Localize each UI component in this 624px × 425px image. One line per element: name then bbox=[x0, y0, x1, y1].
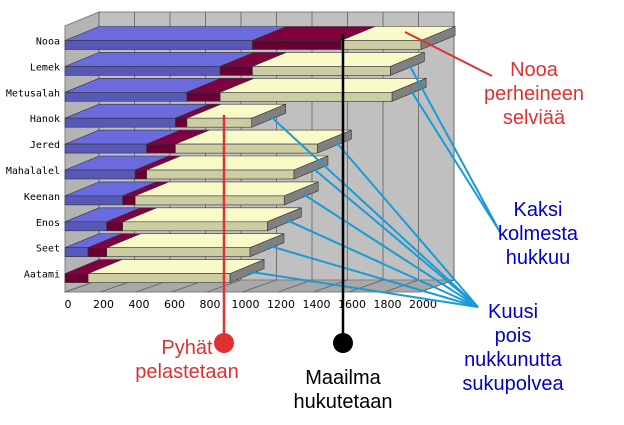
bar-front bbox=[219, 66, 253, 76]
bar-front bbox=[340, 40, 422, 50]
y-tick-label: Enos bbox=[36, 218, 60, 229]
bar-front bbox=[87, 273, 231, 283]
bar-end bbox=[267, 207, 302, 232]
x-tick-label: 800 bbox=[200, 298, 221, 311]
bar-front bbox=[87, 247, 108, 257]
y-tick-label: Aatami bbox=[24, 270, 60, 281]
annotation-pyhat: Pyhät pelastetaan bbox=[135, 337, 239, 383]
bar-front bbox=[175, 143, 318, 154]
kuusi-pointer-line bbox=[285, 218, 479, 308]
bar-front bbox=[106, 247, 251, 257]
bar-front bbox=[146, 169, 295, 180]
x-tick-label: 600 bbox=[164, 298, 185, 311]
bar-front bbox=[64, 169, 136, 180]
bar-segment bbox=[106, 233, 285, 257]
kuusi-pointer-line bbox=[269, 115, 479, 308]
bar-front bbox=[252, 66, 391, 76]
bar-end bbox=[251, 103, 287, 128]
x-tick-label: 1000 bbox=[232, 298, 260, 311]
bar-segment bbox=[87, 259, 265, 283]
pyhat-pointer-dot bbox=[214, 333, 234, 353]
annotation-maailma: Maailma hukutetaan bbox=[293, 367, 393, 413]
bar-front bbox=[175, 117, 188, 128]
x-tick-label: 0 bbox=[65, 298, 72, 311]
y-tick-label: Nooa bbox=[36, 37, 60, 48]
bar-front bbox=[186, 117, 253, 128]
annotation-kaksi: Kaksi kolmesta hukkuu bbox=[497, 199, 579, 269]
bar-front bbox=[64, 66, 221, 76]
x-tick-label: 1600 bbox=[338, 298, 366, 311]
y-tick-label: Hanok bbox=[30, 114, 60, 125]
bar-front bbox=[64, 195, 123, 206]
bar-front bbox=[252, 40, 342, 50]
bar-end bbox=[391, 77, 427, 102]
kuusi-pointer-line bbox=[268, 244, 479, 308]
bar-top bbox=[64, 26, 287, 41]
y-tick-label: Seet bbox=[36, 244, 60, 255]
kaksi-pointer-line bbox=[409, 89, 501, 233]
bar-segment bbox=[64, 52, 255, 76]
annotation-kuusi: Kuusi pois nukkunutta sukupolvea bbox=[462, 301, 564, 395]
bar-front bbox=[64, 143, 147, 154]
grid-line bbox=[348, 279, 384, 293]
y-tick-label: Lemek bbox=[30, 62, 60, 73]
kaksi-pointer-line bbox=[408, 63, 501, 233]
y-tick-label: Jered bbox=[30, 140, 60, 151]
bar-front bbox=[186, 92, 221, 102]
grid-line bbox=[277, 279, 313, 293]
bar-segment bbox=[64, 78, 222, 102]
bar-front bbox=[134, 169, 147, 180]
bar-front bbox=[122, 221, 268, 232]
x-tick-label: 200 bbox=[93, 298, 114, 311]
x-tick-label: 400 bbox=[129, 298, 150, 311]
bar-front bbox=[64, 117, 176, 128]
bar-front bbox=[146, 143, 176, 154]
x-tick-label: 1400 bbox=[303, 298, 331, 311]
grid-line bbox=[242, 279, 277, 293]
bar-front bbox=[106, 221, 123, 232]
y-tick-labels: Nooa Lemek Metusalah Hanok Jered Mahalalel Kee… bbox=[6, 37, 60, 281]
annotation-nooa: Nooa perheineen selviää bbox=[483, 59, 585, 129]
bar-front bbox=[64, 273, 89, 283]
x-tick-label: 1800 bbox=[374, 298, 402, 311]
maailma-pointer-dot bbox=[333, 333, 353, 353]
x-tick-labels: 0 200 400 600 800 1000 1200 1400 1600 1800 2000 bbox=[65, 298, 438, 311]
bar-front bbox=[122, 195, 136, 206]
bar-end bbox=[229, 259, 265, 284]
x-tick-label: 1200 bbox=[267, 298, 295, 311]
bar-segment bbox=[219, 78, 427, 102]
bar-top bbox=[220, 78, 427, 93]
bar-end bbox=[249, 233, 285, 258]
bar-end bbox=[390, 51, 425, 76]
bar-front bbox=[64, 40, 253, 50]
kuusi-pointer-line bbox=[312, 167, 479, 308]
chart-bars bbox=[64, 26, 456, 284]
grid-line bbox=[384, 279, 419, 293]
bar-front bbox=[134, 195, 285, 206]
bar-front bbox=[64, 92, 188, 102]
annotation-pointers bbox=[214, 31, 501, 353]
kuusi-pointer-line bbox=[335, 141, 479, 308]
y-tick-label: Keenan bbox=[24, 192, 60, 203]
x-tick-label: 2000 bbox=[409, 298, 437, 311]
kuusi-pointer-line bbox=[248, 270, 479, 308]
y-tick-label: Metusalah bbox=[6, 88, 60, 99]
bar-front bbox=[64, 221, 108, 232]
nooa-pointer-line bbox=[404, 31, 493, 77]
bar-front bbox=[64, 247, 89, 257]
kuusi-pointer-line bbox=[302, 193, 479, 308]
y-tick-label: Mahalalel bbox=[6, 166, 60, 177]
bar-end bbox=[283, 181, 319, 206]
bar-front bbox=[219, 92, 393, 102]
